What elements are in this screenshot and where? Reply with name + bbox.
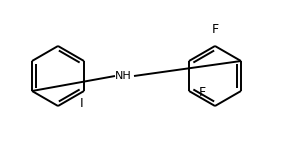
Text: I: I [80,97,84,110]
Text: F: F [212,23,219,36]
Text: F: F [199,86,206,100]
Text: NH: NH [115,71,131,81]
